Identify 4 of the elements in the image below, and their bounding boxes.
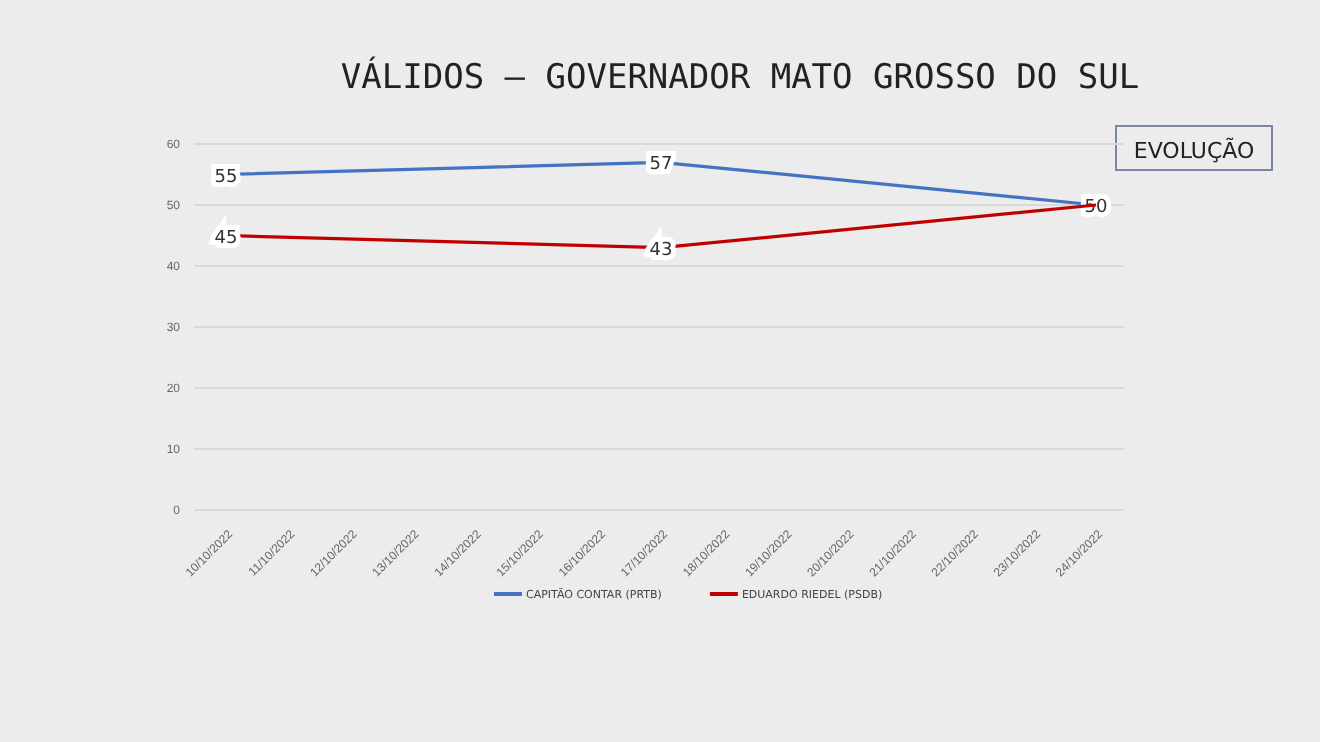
data-label: 55 bbox=[214, 167, 238, 188]
annotation-box: EVOLUÇÃO bbox=[1115, 125, 1273, 171]
data-label: 45 bbox=[214, 228, 238, 249]
chart-title: VÁLIDOS – GOVERNADOR MATO GROSSO DO SUL bbox=[340, 56, 1140, 98]
